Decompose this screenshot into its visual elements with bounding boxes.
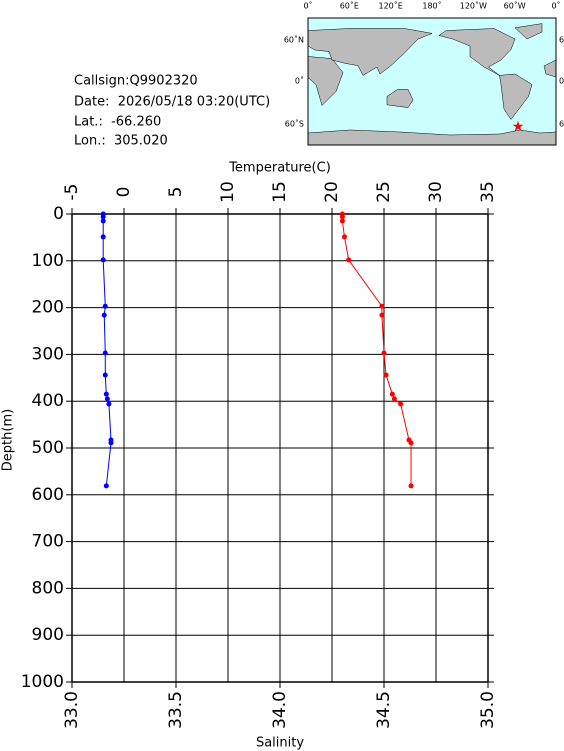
- x-tick-label: 35.0: [478, 691, 498, 729]
- map-lon-label: 0˚: [551, 1, 560, 11]
- y-tick-label: 600: [32, 485, 64, 505]
- station-marker: ★: [512, 119, 525, 135]
- map-lat-label: 0˚: [295, 76, 304, 86]
- x2-tick-label: 5: [166, 187, 186, 198]
- x2-tick-label: 15: [270, 181, 290, 203]
- profile-point: [104, 396, 110, 402]
- profile-point: [106, 401, 112, 407]
- callsign: Callsign:Q9902320: [74, 74, 198, 89]
- latitude: Lat.: -66.260: [74, 115, 161, 130]
- map-lat-label: 60˚N: [284, 35, 304, 45]
- y-tick-label: 1000: [21, 672, 64, 692]
- x2-tick-label: 30: [426, 181, 446, 203]
- y-tick-label: 500: [32, 438, 64, 458]
- profile-point: [103, 483, 109, 489]
- y-tick-label: 300: [32, 344, 64, 364]
- x2-tick-label: 25: [374, 181, 394, 203]
- map-lon-label: 120˚E: [379, 1, 403, 11]
- x2-tick-label: 35: [478, 181, 498, 203]
- profile-point: [379, 303, 385, 309]
- profile-point: [102, 303, 108, 309]
- plot-frame: [71, 213, 489, 683]
- profile-point: [346, 257, 352, 263]
- profile-point: [408, 440, 414, 446]
- map-lat-label-right: 0˚: [559, 76, 564, 86]
- profile-point: [100, 218, 106, 224]
- profile-point: [398, 401, 404, 407]
- profile-point: [101, 312, 107, 318]
- map-lon-label: 120˚W: [460, 1, 487, 11]
- profile-point: [100, 234, 106, 240]
- x2-tick-label: -5: [62, 184, 82, 201]
- x2-tick-label: 0: [114, 187, 134, 198]
- profile-point: [341, 234, 347, 240]
- map-frame: [307, 17, 557, 146]
- x-axis-title: Salinity: [256, 736, 304, 751]
- y-tick-label: 400: [32, 391, 64, 411]
- x-tick-label: 33.5: [166, 691, 186, 729]
- longitude: Lon.: 305.020: [74, 134, 168, 149]
- map-lon-label: 60˚E: [340, 1, 359, 11]
- profile-point: [379, 312, 385, 318]
- y-tick-label: 100: [32, 251, 64, 271]
- x2-axis-title: Temperature(C): [228, 161, 331, 176]
- y-tick-label: 700: [32, 532, 64, 552]
- profile-point: [389, 391, 395, 397]
- y-tick-label: 200: [32, 298, 64, 318]
- y-tick-label: 800: [32, 578, 64, 598]
- y-tick-label: 900: [32, 625, 64, 645]
- profile-line: [341, 214, 412, 486]
- map-lat-label-right: 60˚S: [559, 119, 564, 129]
- profile-point: [408, 483, 414, 489]
- profile-point: [103, 391, 109, 397]
- profile-point: [391, 396, 397, 402]
- land: [307, 23, 557, 146]
- x-tick-label: 33.0: [62, 691, 82, 729]
- y-axis-title: Depth(m): [1, 409, 16, 471]
- profile-point: [100, 214, 106, 220]
- profile-point: [339, 218, 345, 224]
- profile-point: [102, 372, 108, 378]
- x2-tick-label: 10: [218, 181, 238, 203]
- x-tick-label: 34.5: [374, 691, 394, 729]
- map-lon-label: 0˚: [303, 1, 312, 11]
- map-lat-label-right: 60˚N: [559, 35, 564, 45]
- map-lat-label: 60˚S: [285, 119, 304, 129]
- world-map: ★ 0˚ 60˚E 120˚E 180˚ 120˚W 60˚W 0˚ 60˚N 60˚N 0˚ 0˚…: [284, 1, 564, 146]
- map-lon-label: 60˚W: [504, 1, 526, 11]
- y-tick-label: 0: [53, 204, 64, 224]
- map-lon-label: 180˚: [422, 1, 441, 11]
- x-tick-label: 34.0: [270, 691, 290, 729]
- profile-line: [102, 214, 112, 486]
- date: Date: 2026/05/18 03:20(UTC): [74, 95, 270, 110]
- profile-point: [100, 257, 106, 263]
- profile-point: [383, 372, 389, 378]
- profile-point: [381, 350, 387, 356]
- profile-point: [108, 440, 114, 446]
- profile-point: [339, 214, 345, 220]
- profile-point: [102, 350, 108, 356]
- x2-tick-label: 20: [322, 181, 342, 203]
